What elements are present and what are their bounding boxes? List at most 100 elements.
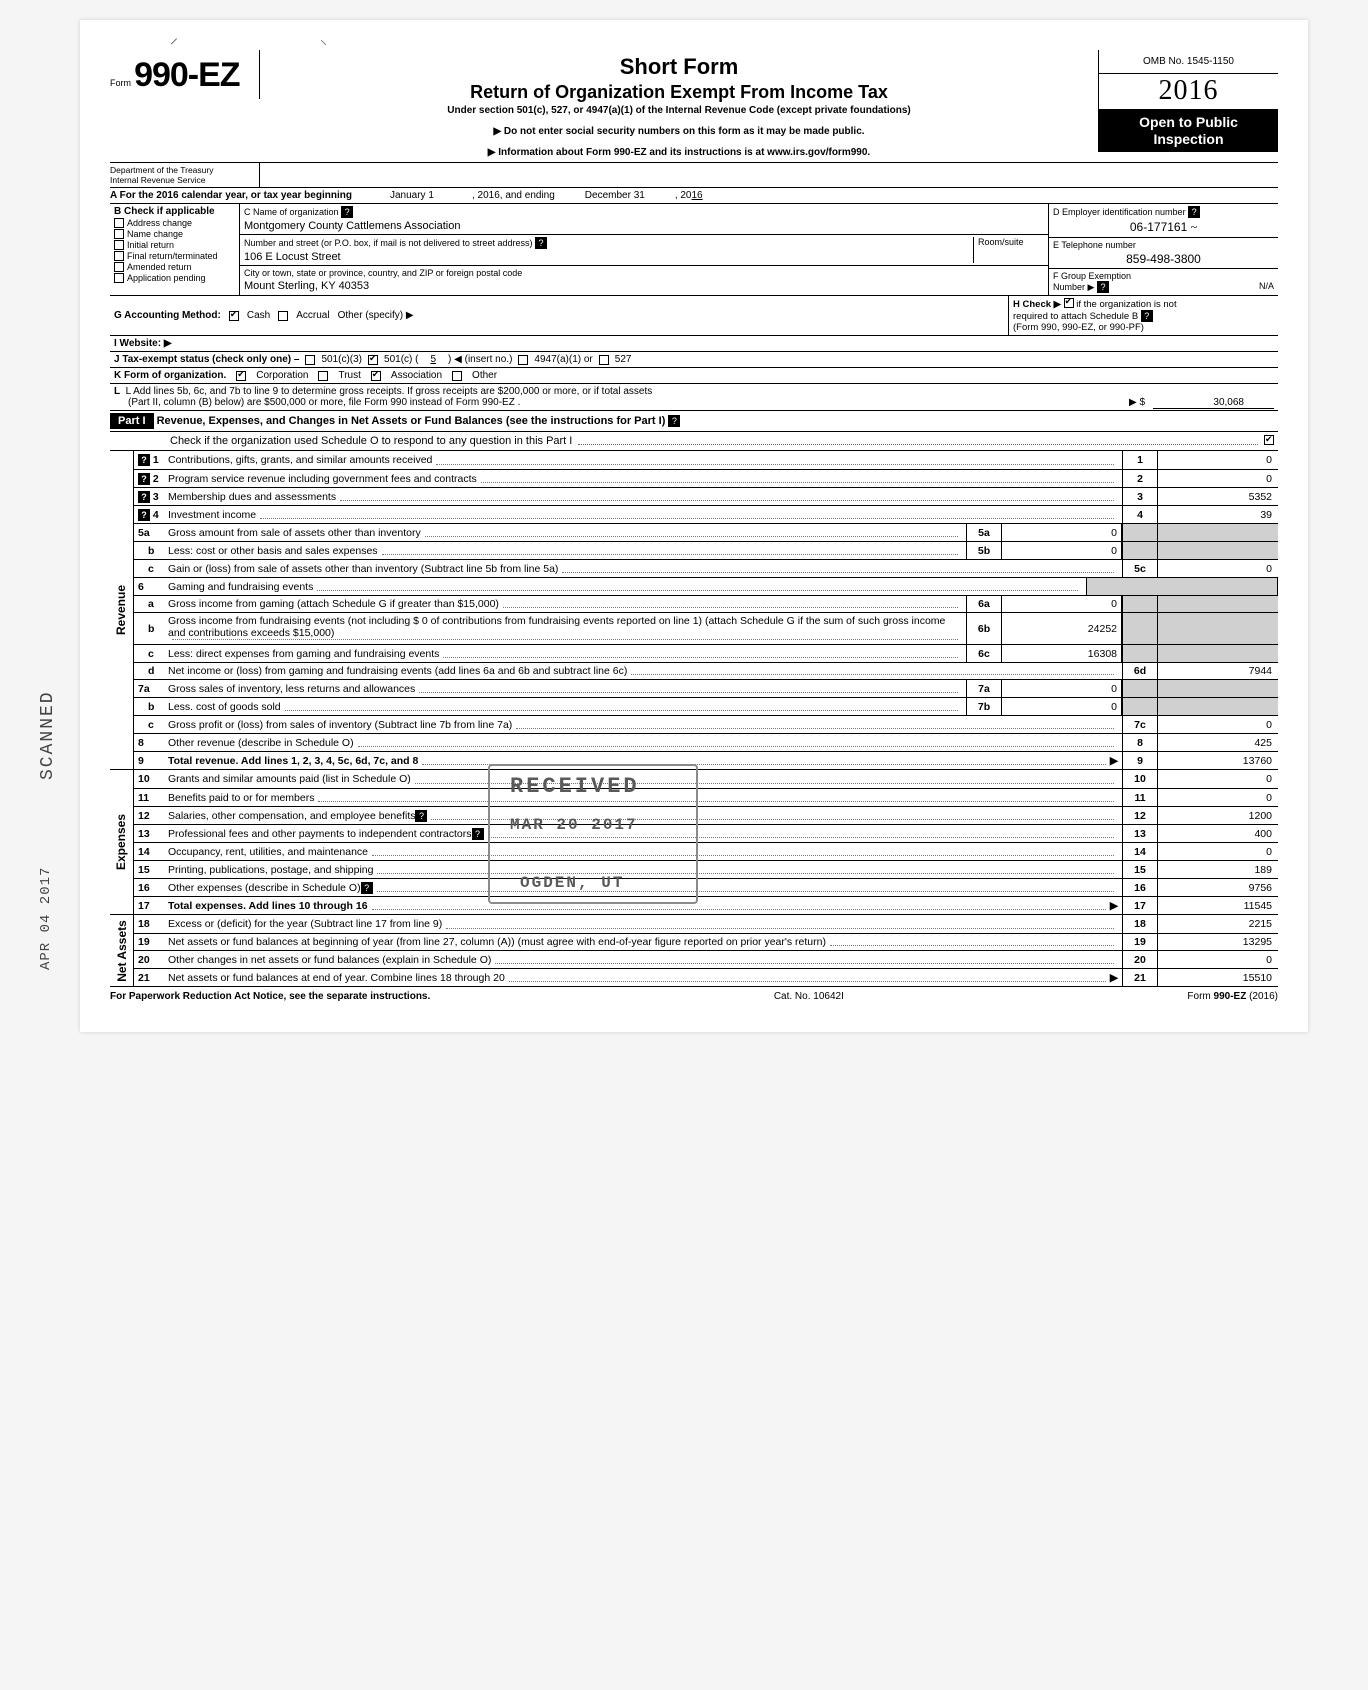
line-box-num: 9 [1122,752,1158,769]
dept-row: Department of the Treasury Internal Reve… [110,163,1278,188]
line-box-num: 4 [1122,506,1158,523]
checkbox-b[interactable] [114,251,124,261]
room-suite-label: Room/suite [978,237,1024,247]
mini-box-num: 5b [966,542,1002,559]
line-text: Benefits paid to or for members [168,792,314,804]
net-assets-section: Net Assets 18Excess or (deficit) for the… [110,915,1278,987]
line-box-num: 14 [1122,843,1158,860]
shaded-cell [1122,542,1158,559]
info-line: ▶ Information about Form 990-EZ and its … [270,147,1088,158]
line-text: Less: cost or other basis and sales expe… [168,545,378,557]
line-text: Gross income from gaming (attach Schedul… [168,598,499,610]
shaded-cell [1158,542,1278,559]
line-number: c [148,719,154,731]
dept-treasury: Department of the Treasury Internal Reve… [110,163,260,187]
tax-year-end: December 31 [555,190,675,201]
line-text: Occupancy, rent, utilities, and maintena… [168,846,368,858]
part1-header: Part I Revenue, Expenses, and Changes in… [110,411,1278,432]
line-text: Gross sales of inventory, less returns a… [168,683,415,695]
line-number: b [148,545,154,557]
org-name: Montgomery County Cattlemens Association [244,220,1044,232]
line-text: Net income or (loss) from gaming and fun… [168,665,627,677]
line-box-val: 0 [1158,789,1278,806]
mini-box-val: 0 [1002,542,1122,559]
shaded-cell [1086,578,1278,595]
line-box-val: 0 [1158,770,1278,788]
section-identity: B Check if applicable Address changeName… [110,204,1278,296]
checkbox-b[interactable] [114,273,124,283]
scanned-date-stamp: APR 04 2017 [38,867,54,970]
header-right: OMB No. 1545-1150 2016 Open to Public In… [1098,50,1278,152]
line-text: Less. cost of goods sold [168,701,281,713]
title-short-form: Short Form [270,54,1088,80]
expenses-section: Expenses 10Grants and similar amounts pa… [110,770,1278,915]
checkbox-527[interactable] [599,355,609,365]
shaded-cell [1158,645,1278,662]
line-number: 4 [153,509,159,521]
checkbox-4947[interactable] [518,355,528,365]
line-text: Gain or (loss) from sale of assets other… [168,563,558,575]
help-icon: ? [138,473,150,485]
col-b: B Check if applicable Address changeName… [110,204,240,295]
line-number: a [148,598,154,610]
mini-box-num: 7a [966,680,1002,697]
ein: 06-177161 ~ [1053,220,1274,235]
line-a-mid: , 2016, and ending [472,190,555,201]
mini-box-num: 5a [966,524,1002,541]
line-a-label: A For the 2016 calendar year, or tax yea… [110,190,352,201]
f-label2: Number ▶ [1053,282,1094,292]
b-item-label: Final return/terminated [127,251,218,261]
line-text: Net assets or fund balances at beginning… [168,936,826,948]
line-text: Total revenue. Add lines 1, 2, 3, 4, 5c,… [168,755,418,767]
open-to-public: Open to Public Inspection [1099,110,1278,152]
ssn-warning: ▶ Do not enter social security numbers o… [270,126,1088,137]
line-box-num: 21 [1122,969,1158,986]
checkbox-b[interactable] [114,218,124,228]
checkbox-501c[interactable] [368,355,378,365]
checkbox-other-org[interactable] [452,371,462,381]
checkbox-cash[interactable] [229,311,239,321]
line-box-val: 9756 [1158,879,1278,896]
subtitle: Under section 501(c), 527, or 4947(a)(1)… [270,105,1088,116]
line-text: Grants and similar amounts paid (list in… [168,773,411,785]
line-number: 21 [138,972,150,984]
checkbox-trust[interactable] [318,371,328,381]
line-number: 6 [138,581,144,593]
checkbox-b[interactable] [114,240,124,250]
line-box-num: 12 [1122,807,1158,824]
line-number: 17 [138,900,150,912]
checkbox-h[interactable] [1064,298,1074,308]
other-label: Other (specify) ▶ [338,310,414,321]
checkbox-corp[interactable] [236,371,246,381]
checkbox-accrual[interactable] [278,311,288,321]
line-text: Total expenses. Add lines 10 through 16 [168,900,368,912]
line-text: Gaming and fundraising events [168,581,313,593]
org-city: Mount Sterling, KY 40353 [244,280,1044,292]
c-name-label: C Name of organization [244,207,339,217]
checkbox-schedule-o[interactable] [1264,435,1274,445]
mini-box-num: 6a [966,596,1002,612]
checkbox-b[interactable] [114,229,124,239]
shaded-cell [1122,524,1158,541]
help-icon: ? [1097,281,1109,293]
checkbox-b[interactable] [114,262,124,272]
501c-number: 5 [424,354,442,365]
line-box-val: 0 [1158,716,1278,733]
col-c: C Name of organization ? Montgomery Coun… [240,204,1048,295]
line-text: Gross profit or (loss) from sales of inv… [168,719,512,731]
shaded-cell [1158,596,1278,612]
c-city-label: City or town, state or province, country… [244,268,1044,278]
checkbox-501c3[interactable] [305,355,315,365]
line-text: Excess or (deficit) for the year (Subtra… [168,918,442,930]
footer-right: Form 990-EZ (2016) [1187,991,1278,1002]
footer-left: For Paperwork Reduction Act Notice, see … [110,991,430,1002]
telephone: 859-498-3800 [1053,252,1274,266]
net-assets-side-label: Net Assets [110,915,134,986]
line-text: Less: direct expenses from gaming and fu… [168,648,439,660]
b-item-label: Address change [127,218,192,228]
line-box-num: 3 [1122,488,1158,505]
shaded-cell [1122,596,1158,612]
accrual-label: Accrual [296,310,329,321]
checkbox-assoc[interactable] [371,371,381,381]
col-de: D Employer identification number ? 06-17… [1048,204,1278,295]
